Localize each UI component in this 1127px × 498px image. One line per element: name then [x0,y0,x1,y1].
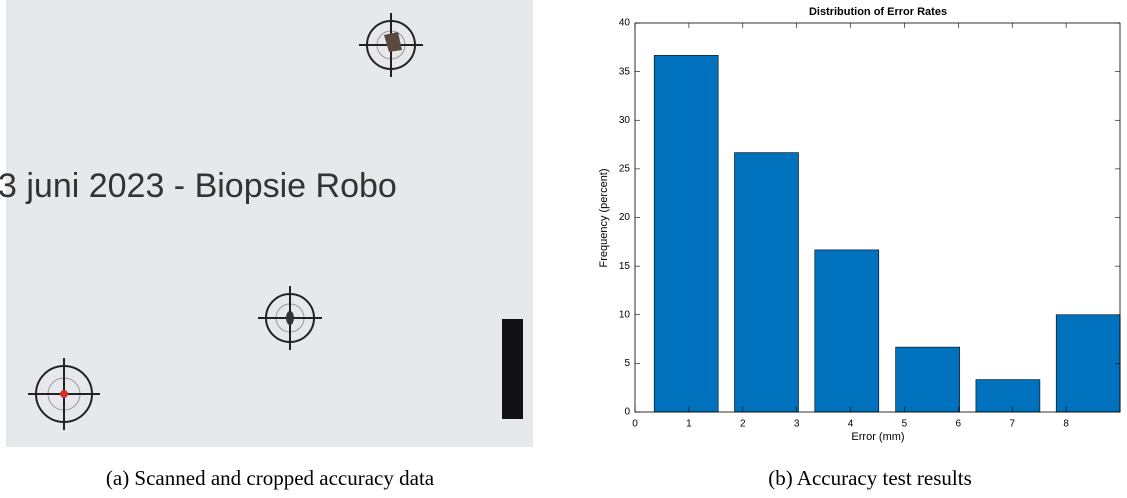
photo-background [6,0,533,447]
x-tick-label: 2 [740,419,746,430]
x-tick-label: 0 [632,419,638,430]
bar [896,347,960,412]
x-tick-label: 1 [686,419,692,430]
caption: (b) Accuracy test results [768,466,972,490]
y-tick-label: 5 [624,358,630,369]
photo-text: 3 juni 2023 - Biopsie Robo [0,167,397,205]
y-tick-label: 0 [624,407,630,418]
x-tick-label: 5 [902,419,908,430]
x-tick-label: 6 [956,419,962,430]
hole [286,311,294,325]
y-tick-label: 25 [619,164,631,175]
y-tick-label: 40 [619,18,631,29]
y-tick-label: 35 [619,66,631,77]
chart-title: Distribution of Error Rates [809,6,947,18]
x-tick-label: 7 [1009,419,1015,430]
y-axis-label: Frequency (percent) [598,168,610,267]
bar [654,55,718,412]
black-bar [502,319,523,419]
y-tick-label: 20 [619,212,631,223]
y-tick-label: 15 [619,261,631,272]
scanned-photo: 3 juni 2023 - Biopsie Robo [0,0,533,447]
bar [1056,315,1120,412]
x-tick-label: 3 [794,419,800,430]
bar [815,250,879,412]
caption: (a) Scanned and cropped accuracy data [106,466,435,490]
y-tick-label: 10 [619,309,631,320]
x-tick-label: 4 [848,419,854,430]
bar [976,380,1040,412]
x-tick-label: 8 [1063,419,1069,430]
hole [60,390,68,398]
bar [734,153,798,412]
y-tick-label: 30 [619,115,631,126]
x-axis-label: Error (mm) [851,431,904,443]
figure: 3 juni 2023 - Biopsie Robo Distribution … [0,0,1127,493]
